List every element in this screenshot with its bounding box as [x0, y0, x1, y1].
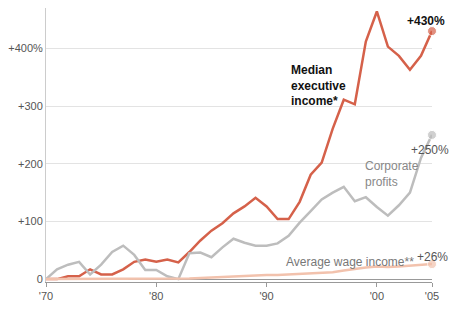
- svg-text:+100: +100: [18, 215, 43, 227]
- svg-text:Average wage income**: Average wage income**: [286, 255, 414, 269]
- svg-text:'80: '80: [149, 290, 163, 302]
- svg-text:+250%: +250%: [411, 143, 449, 157]
- svg-text:Medianexecutiveincome*: Medianexecutiveincome*: [291, 63, 346, 108]
- svg-text:'05: '05: [425, 290, 439, 302]
- svg-text:'00: '00: [370, 290, 384, 302]
- svg-text:'90: '90: [259, 290, 273, 302]
- svg-text:'70: '70: [39, 290, 53, 302]
- svg-text:0: 0: [37, 273, 43, 285]
- svg-text:+26%: +26%: [417, 250, 448, 264]
- svg-text:Corporateprofits: Corporateprofits: [365, 159, 419, 189]
- svg-text:+300: +300: [18, 100, 43, 112]
- svg-text:+400%: +400%: [8, 42, 43, 54]
- svg-text:+200: +200: [18, 158, 43, 170]
- svg-text:+430%: +430%: [407, 14, 445, 28]
